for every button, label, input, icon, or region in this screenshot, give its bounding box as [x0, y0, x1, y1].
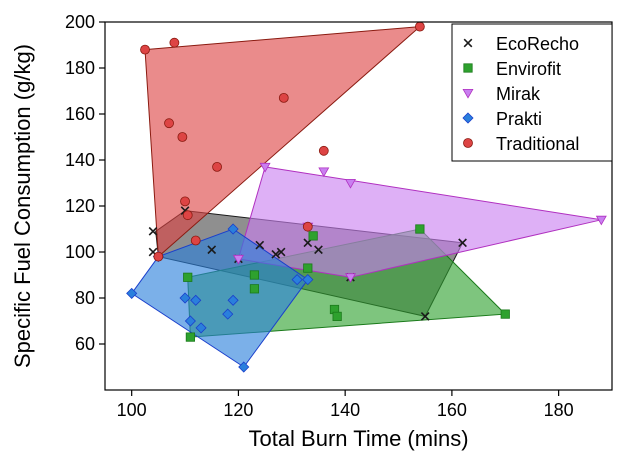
envirofit-point — [185, 332, 195, 342]
traditional-point — [302, 221, 313, 232]
ecorecho-point — [458, 238, 467, 248]
y-tick-label: 60 — [75, 334, 95, 354]
x-tick-label: 120 — [223, 400, 253, 420]
prakti-hull — [130, 228, 309, 368]
traditional-point — [177, 132, 188, 142]
x-axis-ticks: 100 120 140 160 180 — [117, 390, 574, 420]
y-tick-label: 120 — [65, 196, 95, 216]
mirak-point — [232, 254, 244, 265]
envirofit-point — [249, 284, 260, 294]
traditional-legend-marker — [463, 138, 473, 148]
ecorecho-legend-marker — [463, 38, 473, 48]
y-tick-label: 180 — [65, 58, 95, 78]
ecorecho-point — [207, 245, 217, 255]
envirofit-point — [303, 263, 313, 273]
traditional-point — [212, 161, 222, 172]
y-tick-label: 100 — [65, 242, 95, 262]
prakti-point — [222, 308, 234, 320]
ecorecho-point — [276, 247, 286, 257]
traditional-point — [140, 44, 150, 55]
mirak-point — [318, 167, 330, 178]
traditional-legend-label: Traditional — [496, 134, 579, 154]
mirak-point — [345, 273, 356, 283]
prakti-point — [195, 322, 207, 334]
y-tick-label: 160 — [65, 104, 95, 124]
envirofit-point — [500, 309, 510, 319]
y-tick-label: 80 — [75, 288, 95, 308]
series-hulls — [130, 25, 602, 368]
legend: EcoRecho Envirofit Mirak Prakti Traditional — [451, 23, 613, 162]
traditional-point — [278, 93, 289, 103]
traditional-point — [190, 235, 201, 246]
envirofit-point — [183, 272, 193, 282]
prakti-point — [227, 294, 239, 306]
x-tick-label: 160 — [437, 400, 467, 420]
prakti-point — [238, 361, 250, 373]
prakti-point — [190, 294, 202, 306]
envirofit-legend-label: Envirofit — [496, 59, 561, 79]
prakti-legend-marker — [462, 112, 474, 124]
prakti-point — [227, 223, 239, 235]
prakti-point — [126, 287, 138, 299]
x-tick-label: 140 — [330, 400, 360, 420]
mirak-point — [345, 178, 356, 189]
envirofit-point — [249, 270, 260, 280]
mirak-legend-marker — [462, 89, 474, 99]
ecorecho-point — [314, 245, 323, 255]
mirak-point — [595, 215, 607, 226]
prakti-point — [179, 292, 191, 304]
mirak-hull — [237, 166, 602, 278]
traditional-hull — [144, 25, 422, 258]
traditional-point — [169, 37, 180, 48]
y-tick-label: 200 — [65, 12, 95, 32]
prakti-point — [302, 274, 314, 286]
envirofit-point — [332, 311, 342, 322]
prakti-legend-label: Prakti — [496, 109, 542, 129]
envirofit-legend-marker — [463, 63, 473, 73]
y-axis-ticks: 60 80 100 120 140 160 180 200 — [65, 12, 105, 354]
traditional-point — [318, 145, 329, 156]
traditional-point — [414, 21, 425, 32]
mirak-legend-label: Mirak — [496, 84, 541, 104]
envirofit-point — [308, 231, 318, 241]
prakti-point — [184, 315, 196, 327]
x-tick-label: 180 — [544, 400, 574, 420]
traditional-point — [153, 251, 164, 262]
y-tick-label: 140 — [65, 150, 95, 170]
traditional-point — [164, 118, 174, 129]
ecorecho-legend-label: EcoRecho — [496, 34, 579, 54]
envirofit-point — [415, 224, 425, 234]
mirak-point — [259, 162, 271, 173]
traditional-point — [180, 196, 190, 207]
ecorecho-point — [420, 312, 430, 321]
y-axis-title: Specific Fuel Consumption (g/kg) — [10, 44, 35, 368]
x-axis-title: Total Burn Time (mins) — [248, 426, 468, 451]
x-tick-label: 100 — [117, 400, 147, 420]
ecorecho-point — [255, 240, 265, 250]
traditional-point — [182, 210, 193, 221]
legend-box — [451, 23, 613, 162]
ecorecho-point — [148, 226, 158, 236]
ecorecho-point — [271, 249, 281, 259]
prakti-point — [291, 274, 303, 286]
